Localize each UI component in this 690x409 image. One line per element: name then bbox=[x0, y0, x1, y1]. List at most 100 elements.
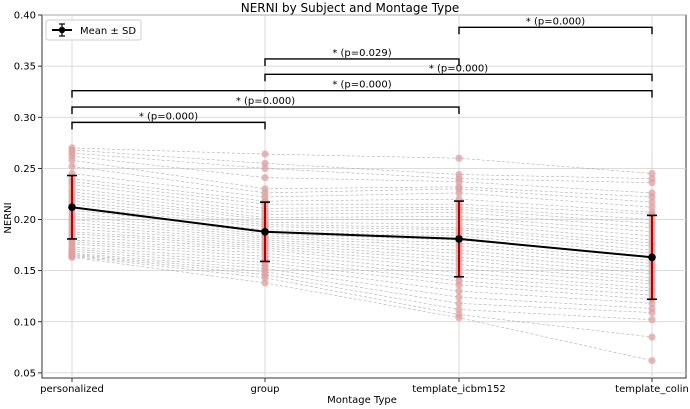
subject-line bbox=[71, 254, 653, 313]
subject-line bbox=[71, 152, 653, 183]
significance-bracket bbox=[71, 89, 653, 98]
mean-point bbox=[455, 235, 463, 243]
legend-label: Mean ± SD bbox=[80, 26, 136, 37]
subject-line bbox=[71, 222, 653, 264]
y-axis-label: NERNI bbox=[3, 202, 14, 233]
subject-point bbox=[455, 287, 463, 295]
legend-box bbox=[45, 19, 142, 41]
significance-brackets: * (p=0.000) * (p=0.000) * (p=0.000) * (p=0.… bbox=[71, 16, 653, 130]
y-tick-label: 0.35 bbox=[14, 62, 36, 73]
subject-line bbox=[71, 197, 653, 237]
y-tick-label: 0.40 bbox=[14, 11, 36, 22]
subject-point bbox=[455, 154, 463, 162]
subject-line bbox=[71, 250, 653, 304]
subject-line bbox=[71, 256, 653, 338]
subject-line bbox=[71, 231, 653, 274]
chart-title: NERNI by Subject and Montage Type bbox=[241, 1, 460, 15]
subject-line bbox=[71, 219, 653, 261]
subject-point bbox=[648, 299, 656, 307]
subject-point bbox=[261, 164, 269, 172]
subject-point bbox=[261, 174, 269, 182]
subject-point bbox=[648, 179, 656, 187]
subject-line bbox=[71, 159, 653, 198]
significance-bracket bbox=[264, 73, 653, 82]
subject-point bbox=[648, 316, 656, 324]
significance-label: * (p=0.000) bbox=[332, 80, 391, 91]
legend: Mean ± SD bbox=[45, 19, 142, 41]
subject-point bbox=[68, 253, 76, 261]
subject-line bbox=[71, 181, 653, 215]
subject-line bbox=[71, 191, 653, 228]
mean-point bbox=[68, 203, 76, 211]
significance-label: * (p=0.029) bbox=[332, 48, 391, 59]
subject-line bbox=[71, 241, 653, 289]
subject-line bbox=[71, 213, 653, 254]
subject-point bbox=[648, 203, 656, 211]
subject-point bbox=[455, 281, 463, 289]
y-tick-label: 0.15 bbox=[14, 266, 36, 277]
subject-line bbox=[71, 243, 653, 292]
y-tick-label: 0.05 bbox=[14, 368, 36, 379]
mean-point bbox=[648, 253, 656, 262]
mean-point bbox=[261, 228, 269, 236]
subject-point bbox=[648, 357, 656, 365]
significance-bracket bbox=[264, 58, 460, 66]
x-tick-label: group bbox=[250, 384, 279, 395]
subject-point bbox=[261, 159, 269, 167]
significance-bracket bbox=[71, 121, 266, 130]
subject-point bbox=[648, 193, 656, 201]
subject-line bbox=[71, 173, 653, 208]
subject-point bbox=[455, 305, 463, 314]
x-tick-label: template_colin bbox=[615, 384, 689, 395]
subject-line bbox=[71, 184, 653, 220]
x-axis-label: Montage Type bbox=[327, 395, 397, 406]
subject-point bbox=[648, 198, 656, 206]
y-tick-label: 0.20 bbox=[14, 215, 36, 226]
subject-point bbox=[455, 178, 463, 186]
subject-line bbox=[71, 257, 653, 361]
subject-point bbox=[648, 309, 656, 317]
subject-line bbox=[71, 178, 653, 213]
subject-point bbox=[455, 314, 463, 322]
subject-line bbox=[71, 147, 653, 174]
subject-lines bbox=[68, 144, 656, 365]
subject-line bbox=[71, 255, 653, 320]
subject-line bbox=[71, 253, 653, 309]
x-tick-label: template_icbm152 bbox=[412, 384, 506, 395]
subject-line bbox=[71, 239, 653, 285]
subject-point bbox=[261, 274, 269, 282]
significance-label: * (p=0.000) bbox=[526, 16, 585, 27]
significance-bracket bbox=[458, 26, 653, 35]
subject-point bbox=[455, 293, 463, 301]
subject-point bbox=[261, 279, 269, 287]
subject-line bbox=[71, 188, 653, 224]
significance-bracket bbox=[71, 106, 460, 115]
subject-line bbox=[71, 194, 653, 233]
subject-line bbox=[71, 246, 653, 296]
subject-line bbox=[71, 155, 653, 194]
mean-series bbox=[67, 174, 657, 301]
subject-point bbox=[261, 150, 269, 158]
subject-line bbox=[71, 225, 653, 267]
subject-line bbox=[71, 206, 653, 247]
subject-point bbox=[455, 189, 463, 197]
subject-line bbox=[71, 216, 653, 258]
legend-marker-icon bbox=[58, 26, 66, 34]
subject-point bbox=[455, 299, 463, 307]
subject-point bbox=[68, 162, 76, 170]
x-tick-label: personalized bbox=[40, 384, 104, 395]
subject-line bbox=[71, 200, 653, 241]
subject-line bbox=[71, 228, 653, 271]
subject-line bbox=[71, 166, 653, 203]
y-tick-label: 0.30 bbox=[14, 113, 36, 124]
subject-point bbox=[648, 169, 656, 178]
subject-point bbox=[68, 156, 76, 164]
subject-line bbox=[71, 248, 653, 300]
y-tick-label: 0.25 bbox=[14, 164, 36, 175]
significance-label: * (p=0.000) bbox=[236, 96, 295, 107]
subject-line bbox=[71, 233, 653, 279]
subject-line bbox=[71, 236, 653, 282]
mean-line bbox=[71, 206, 653, 259]
significance-label: * (p=0.000) bbox=[139, 111, 198, 122]
